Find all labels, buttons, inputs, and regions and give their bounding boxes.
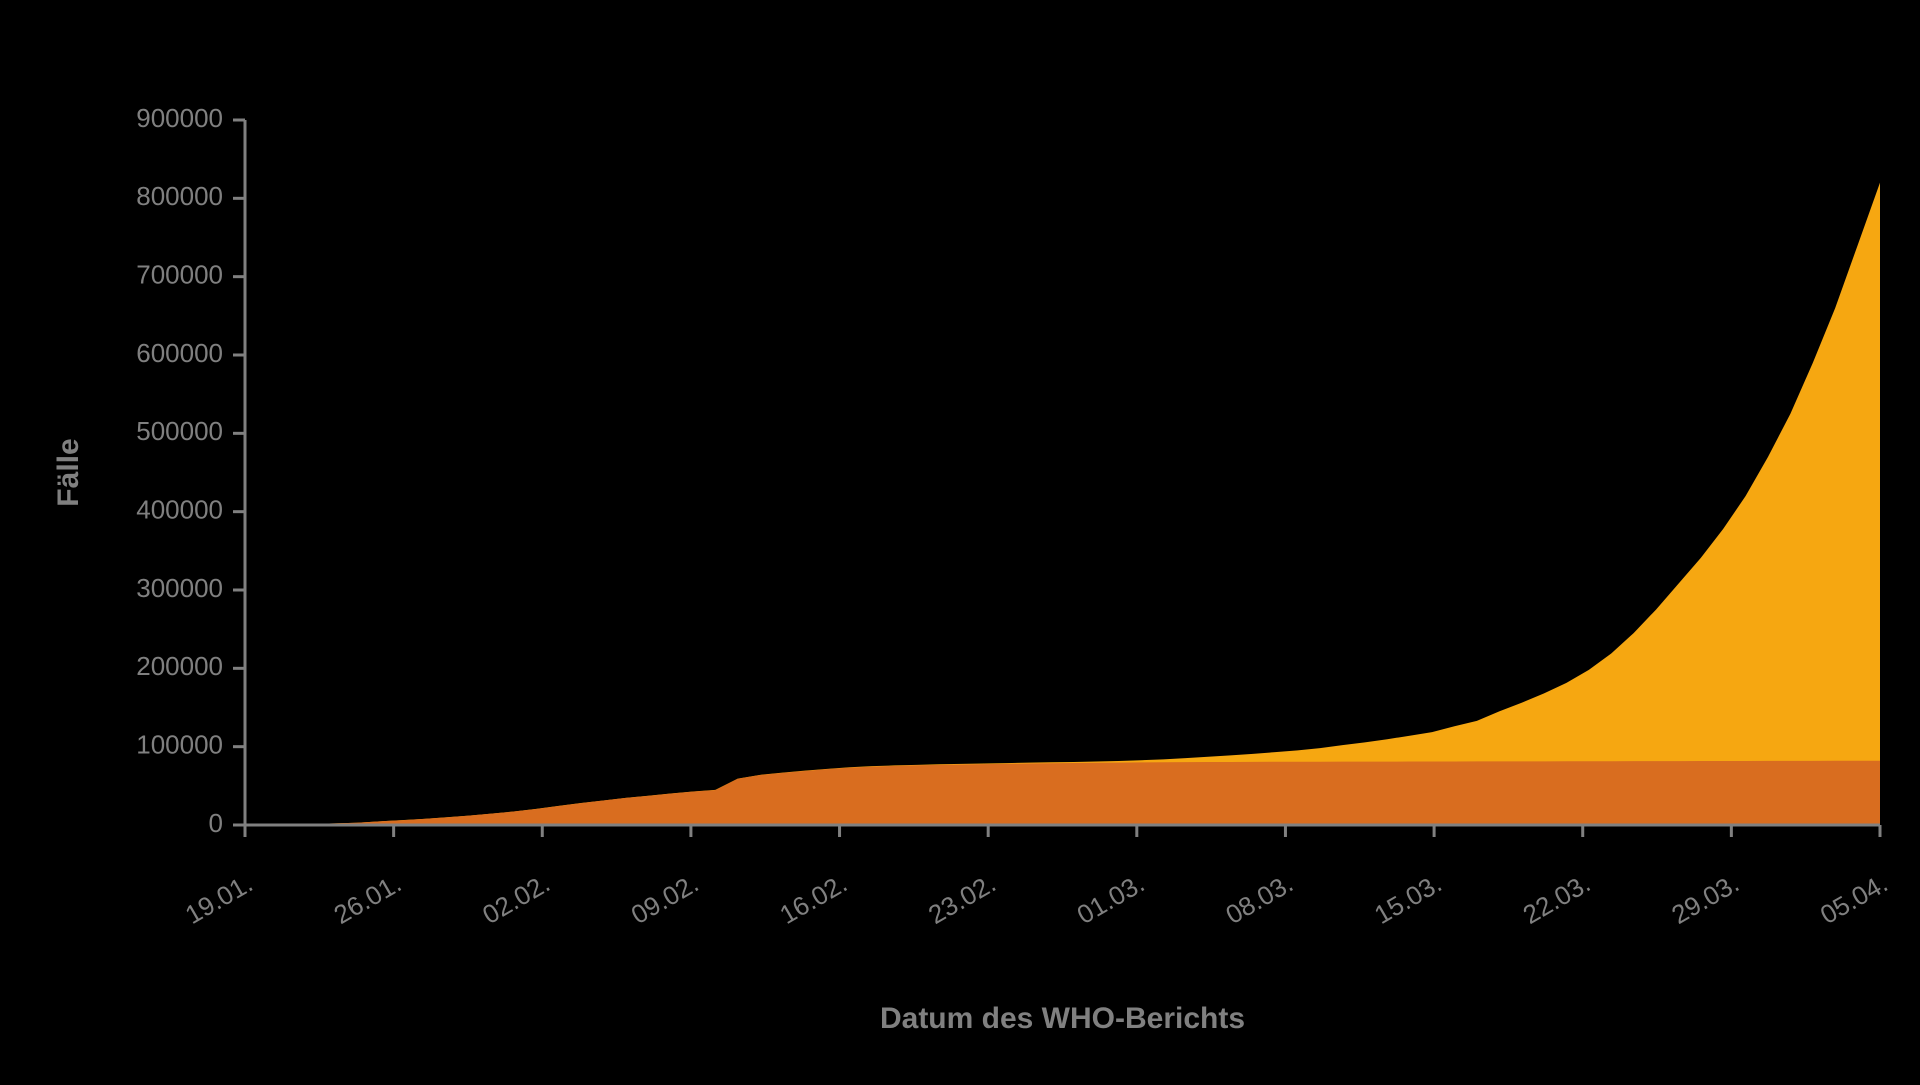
- y-tick-label: 200000: [136, 651, 223, 681]
- y-tick-label: 800000: [136, 181, 223, 211]
- y-tick-label: 400000: [136, 495, 223, 525]
- x-tick-label: 15.03.: [1369, 868, 1447, 930]
- x-tick-label: 09.02.: [626, 868, 704, 930]
- area-chart: 0 100000 200000 300000 400000 500000 600000 700…: [0, 0, 1920, 1085]
- x-tick-label: 29.03.: [1666, 868, 1744, 930]
- y-tick-label: 100000: [136, 730, 223, 760]
- y-tick-label: 0: [209, 808, 223, 838]
- x-tick-label: 02.02.: [477, 868, 555, 930]
- x-tick-label: 08.03.: [1220, 868, 1298, 930]
- x-tick-label: 01.03.: [1072, 868, 1150, 930]
- x-axis-title: Datum des WHO-Berichts: [880, 1002, 1245, 1035]
- y-tick-label: 500000: [136, 416, 223, 446]
- y-axis-title: Fälle: [52, 438, 85, 506]
- area-lower: [245, 761, 1880, 825]
- x-tick-label: 05.04.: [1815, 868, 1893, 930]
- y-tick-label: 700000: [136, 260, 223, 290]
- x-tick-label: 16.02.: [775, 868, 853, 930]
- x-tick-label: 26.01.: [329, 868, 407, 930]
- x-tick-label: 22.03.: [1518, 868, 1596, 930]
- x-tick-label: 23.02.: [923, 868, 1001, 930]
- y-tick-label: 900000: [136, 103, 223, 133]
- area-upper: [245, 183, 1880, 825]
- y-tick-label: 300000: [136, 573, 223, 603]
- chart-svg: 0 100000 200000 300000 400000 500000 600000 700…: [0, 0, 1920, 1080]
- x-tick-label: 19.01.: [180, 868, 258, 930]
- y-tick-label: 600000: [136, 338, 223, 368]
